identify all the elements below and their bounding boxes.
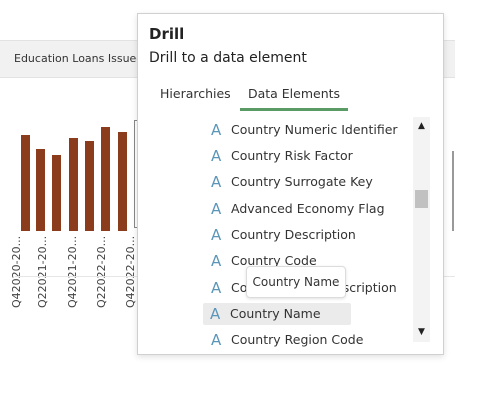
list-scrollbar[interactable]: ▲ ▼ <box>413 117 430 342</box>
popup-subtitle: Drill to a data element <box>149 50 307 66</box>
chart-bar[interactable] <box>118 132 127 231</box>
chart-bar[interactable] <box>69 138 78 231</box>
tab-data-elements[interactable]: Data Elements <box>240 86 348 111</box>
list-item[interactable]: A Country Description <box>204 224 424 246</box>
list-item[interactable]: A Country Code <box>204 250 424 272</box>
list-item-label: Country Risk Factor <box>231 148 353 163</box>
x-axis-label: Q42021-20... <box>66 235 79 308</box>
chart-bar[interactable] <box>52 155 61 231</box>
attribute-icon: A <box>211 147 222 165</box>
list-item-label: Country Region Code <box>231 332 364 347</box>
chart-bar[interactable] <box>36 149 45 231</box>
x-axis-label: Q42020-20... <box>10 235 23 308</box>
scroll-thumb[interactable] <box>415 190 428 208</box>
attribute-icon: A <box>211 173 222 191</box>
chart-bar[interactable] <box>101 127 110 231</box>
attribute-icon: A <box>211 121 222 139</box>
list-item[interactable]: A Country Surrogate Key <box>204 171 424 193</box>
attribute-icon: A <box>211 252 222 270</box>
list-item-label: Country Code <box>231 253 317 268</box>
chart-scroll-edge <box>452 151 454 231</box>
tab-hierarchies[interactable]: Hierarchies <box>160 86 231 101</box>
popup-title: Drill <box>149 25 185 43</box>
attribute-icon: A <box>211 331 222 349</box>
chart-bar[interactable] <box>85 141 94 231</box>
x-axis-label: Q22021-20... <box>36 235 49 308</box>
list-item-label: Country Numeric Identifier <box>231 122 398 137</box>
item-tooltip: Country Name <box>246 266 346 298</box>
chart-title: Education Loans Issued <box>14 52 144 65</box>
attribute-icon: A <box>210 305 221 323</box>
chart-bar[interactable] <box>21 135 30 231</box>
scroll-up-arrow-icon[interactable]: ▲ <box>418 121 425 131</box>
list-item[interactable]: A Country Region Code <box>204 329 424 351</box>
list-item[interactable]: A Country Risk Factor <box>204 145 424 167</box>
list-item-label: Country Description <box>231 227 356 242</box>
scroll-down-arrow-icon[interactable]: ▼ <box>418 327 425 337</box>
selected-highlight <box>203 303 351 325</box>
list-item-label: Country Surrogate Key <box>231 174 373 189</box>
list-item-selected[interactable]: A Country Name <box>203 303 353 325</box>
drill-popup: Drill Drill to a data element Hierarchie… <box>137 13 444 355</box>
x-axis-label: Q22022-20... <box>95 235 108 308</box>
attribute-icon: A <box>211 226 222 244</box>
list-item-label: Country Name <box>230 306 321 321</box>
attribute-icon: A <box>211 200 222 218</box>
x-axis-label: Q42022-20... <box>124 235 137 308</box>
attribute-icon: A <box>211 279 222 297</box>
data-element-list[interactable]: A Country Numeric Identifier A Country R… <box>138 116 428 354</box>
list-item[interactable]: A Country Numeric Identifier <box>204 119 424 141</box>
list-item[interactable]: A Advanced Economy Flag <box>204 198 424 220</box>
list-item-label: Advanced Economy Flag <box>231 201 385 216</box>
